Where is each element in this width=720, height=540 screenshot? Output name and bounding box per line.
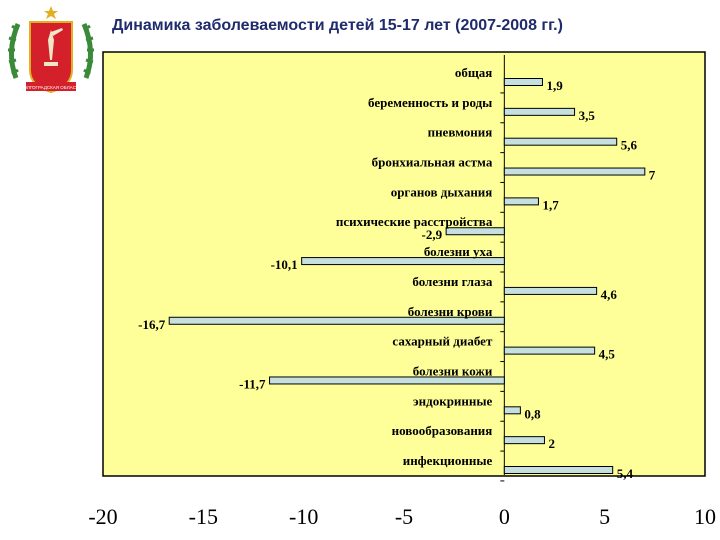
bar-12 — [503, 436, 545, 445]
category-label-1: беременность и роды — [368, 95, 492, 110]
value-label-1: 3,5 — [579, 108, 596, 123]
x-tick-label-0: -20 — [88, 504, 117, 529]
chart-title: Динамика заболеваемости детей 15-17 лет … — [112, 17, 563, 34]
x-tick-label-1: -15 — [189, 504, 218, 529]
bar-2 — [503, 137, 618, 146]
bars-group — [168, 78, 646, 482]
bar-7 — [503, 286, 598, 295]
coat-of-arms-emblem: ВОЛГОГРАДСКАЯ ОБЛАСТЬ — [0, 0, 102, 104]
category-labels-group: общая беременность и роды пневмония бронхиа… — [336, 65, 493, 468]
value-label-8: -16,7 — [138, 317, 166, 332]
category-label-13: инфекционные — [403, 453, 493, 468]
category-label-12: новообразования — [392, 423, 493, 438]
bar-1 — [503, 107, 576, 116]
category-label-10: болезни кожи — [413, 363, 493, 378]
category-label-5: психические расстройства — [336, 214, 493, 229]
value-label-6: -10,1 — [271, 257, 298, 272]
category-label-11: эндокринные — [413, 393, 493, 408]
bar-3 — [503, 167, 646, 176]
value-label-9: 4,5 — [599, 347, 616, 362]
category-label-4: органов дыхания — [391, 184, 493, 199]
value-label-7: 4,6 — [601, 287, 618, 302]
x-tick-label-5: 5 — [599, 504, 610, 529]
value-label-3: 7 — [649, 168, 656, 183]
value-label-4: 1,7 — [542, 197, 559, 212]
category-label-8: болезни крови — [408, 304, 493, 319]
value-label-12: 2 — [548, 436, 555, 451]
bar-10 — [269, 376, 505, 385]
bar-9 — [503, 346, 596, 355]
plot-area — [102, 51, 706, 477]
bar-0 — [503, 78, 543, 86]
category-label-0: общая — [455, 65, 493, 80]
bar-8 — [168, 316, 505, 325]
category-label-6: болезни уха — [424, 244, 493, 259]
category-label-9: сахарный диабет — [392, 334, 493, 349]
bar-4 — [503, 197, 539, 206]
emblem-caption: ВОЛГОГРАДСКАЯ ОБЛАСТЬ — [21, 85, 82, 90]
value-label-0: 1,9 — [546, 78, 563, 93]
x-tick-labels-group: -20 -15 -10 -5 0 5 10 — [88, 504, 716, 529]
x-tick-label-4: 0 — [499, 504, 510, 529]
category-label-2: пневмония — [428, 125, 493, 140]
x-tick-label-6: 10 — [694, 504, 716, 529]
value-label-2: 5,6 — [621, 138, 638, 153]
x-tick-label-3: -5 — [395, 504, 413, 529]
x-tick-label-2: -10 — [289, 504, 318, 529]
value-label-5: -2,9 — [422, 227, 443, 242]
bar-13 — [503, 466, 614, 474]
bar-6 — [301, 257, 505, 266]
bar-11 — [503, 406, 521, 415]
value-label-13: 5,4 — [617, 466, 634, 481]
category-label-7: болезни глаза — [412, 274, 492, 289]
bar-5 — [445, 227, 505, 236]
category-label-3: бронхиальная астма — [372, 155, 493, 170]
value-label-11: 0,8 — [524, 406, 541, 421]
value-label-10: -11,7 — [239, 376, 266, 391]
value-labels-group: 1,9 3,5 5,6 7 1,7 -2,9 -10,1 4,6 -16,7 4,5 -11,7 0,… — [138, 78, 656, 481]
